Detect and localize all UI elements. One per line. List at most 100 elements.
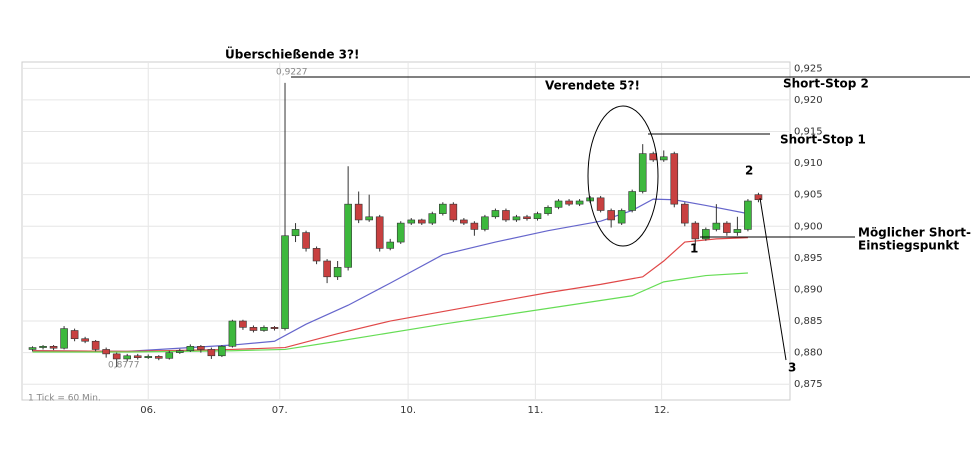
candle-body xyxy=(102,349,110,355)
candle-body xyxy=(270,327,279,329)
candle-body xyxy=(228,320,237,347)
candle-body xyxy=(544,207,552,214)
candle-body xyxy=(554,200,563,208)
candle-body xyxy=(133,355,142,358)
candle-body xyxy=(60,328,68,349)
candle-body xyxy=(754,194,763,201)
candle-body xyxy=(375,216,384,249)
annotation: 2 xyxy=(745,164,753,178)
annotation: 0,9227 xyxy=(276,68,308,78)
candle-body xyxy=(354,203,363,221)
candle-body xyxy=(365,216,373,221)
candle-body xyxy=(344,203,352,268)
candle-body xyxy=(617,210,626,224)
x-tick-label: 06. xyxy=(140,405,156,416)
y-tick-label: 0,875 xyxy=(794,379,823,390)
candle-body xyxy=(417,219,426,224)
candle-body xyxy=(312,248,321,262)
candle-body xyxy=(628,191,636,211)
annotation: 3 xyxy=(788,361,796,375)
candle-body xyxy=(607,210,615,221)
candle-body xyxy=(70,330,79,340)
candle-body xyxy=(523,216,531,219)
candle-body xyxy=(281,235,289,329)
candle-body xyxy=(186,345,195,352)
annotation: Short-Stop 1 xyxy=(780,133,866,147)
y-tick-label: 0,905 xyxy=(794,190,823,201)
candle-body xyxy=(91,340,100,350)
y-tick-label: 0,925 xyxy=(794,63,823,74)
candle-body xyxy=(491,210,500,218)
candle-body xyxy=(112,353,121,360)
x-tick-label: 10. xyxy=(400,405,416,416)
candle-body xyxy=(575,200,584,205)
candle-body xyxy=(596,197,605,211)
moving-average xyxy=(32,272,748,353)
y-tick-label: 0,895 xyxy=(794,253,823,264)
candle-body xyxy=(439,203,447,214)
candle-body xyxy=(712,222,721,230)
annotation: 1 xyxy=(690,242,698,256)
moving-average xyxy=(32,198,749,352)
candle-body xyxy=(702,229,710,240)
candle-body xyxy=(638,153,647,192)
candle-body xyxy=(39,345,47,348)
highlight-ellipse xyxy=(587,105,659,247)
candle-body xyxy=(176,350,184,353)
annotation: 0,8777 xyxy=(108,361,140,371)
candle-body xyxy=(81,338,89,342)
candle-body xyxy=(302,232,310,249)
y-tick-label: 0,915 xyxy=(794,126,823,137)
target-line xyxy=(759,197,787,361)
candle-body xyxy=(733,229,742,233)
annotation: 1 Tick = 60 Min. xyxy=(28,394,101,404)
annotation-lines xyxy=(291,76,970,361)
y-tick-label: 0,890 xyxy=(794,284,823,295)
candle-body xyxy=(165,352,174,359)
candle-body xyxy=(680,203,689,224)
annotation: Verendete 5?! xyxy=(545,79,640,93)
candle-body xyxy=(218,345,226,357)
candle-body xyxy=(649,153,658,161)
candle-body xyxy=(123,355,132,360)
candle-body xyxy=(386,241,395,249)
candle-body xyxy=(481,216,489,230)
candle-body xyxy=(154,356,163,359)
candle-body xyxy=(512,216,521,221)
candle-body xyxy=(28,347,37,350)
annotation: Einstiegspunkt xyxy=(858,239,959,253)
candle-body xyxy=(407,219,416,224)
candle-body xyxy=(565,200,573,205)
candle-body xyxy=(249,327,258,331)
y-tick-label: 0,880 xyxy=(794,348,823,359)
candle-body xyxy=(659,156,668,161)
y-tick-label: 0,910 xyxy=(794,158,823,169)
candle-body xyxy=(49,345,58,349)
candle-body xyxy=(260,327,268,331)
candle-body xyxy=(396,222,405,243)
candle-body xyxy=(470,222,479,230)
annotation: Short-Stop 2 xyxy=(783,77,869,91)
annotation: Überschießende 3?! xyxy=(225,47,359,62)
x-tick-label: 07. xyxy=(272,405,288,416)
candle-body xyxy=(144,356,153,358)
candle-body xyxy=(333,267,342,278)
candle-body xyxy=(670,153,679,205)
y-tick-label: 0,920 xyxy=(794,95,823,106)
candle-body xyxy=(207,349,216,357)
x-tick-label: 11. xyxy=(527,405,543,416)
candle-body xyxy=(533,213,542,219)
y-tick-label: 0,900 xyxy=(794,221,823,232)
candle-body xyxy=(197,345,205,350)
candle-body xyxy=(291,229,300,237)
annotation: Möglicher Short- xyxy=(858,226,971,240)
candle-body xyxy=(449,203,458,221)
candle-body xyxy=(428,213,437,224)
candle-body xyxy=(460,219,468,224)
x-tick-label: 12. xyxy=(654,405,670,416)
moving-average xyxy=(32,237,748,352)
y-tick-label: 0,885 xyxy=(794,316,823,327)
candle-body xyxy=(691,222,700,240)
candle-body xyxy=(723,222,731,233)
